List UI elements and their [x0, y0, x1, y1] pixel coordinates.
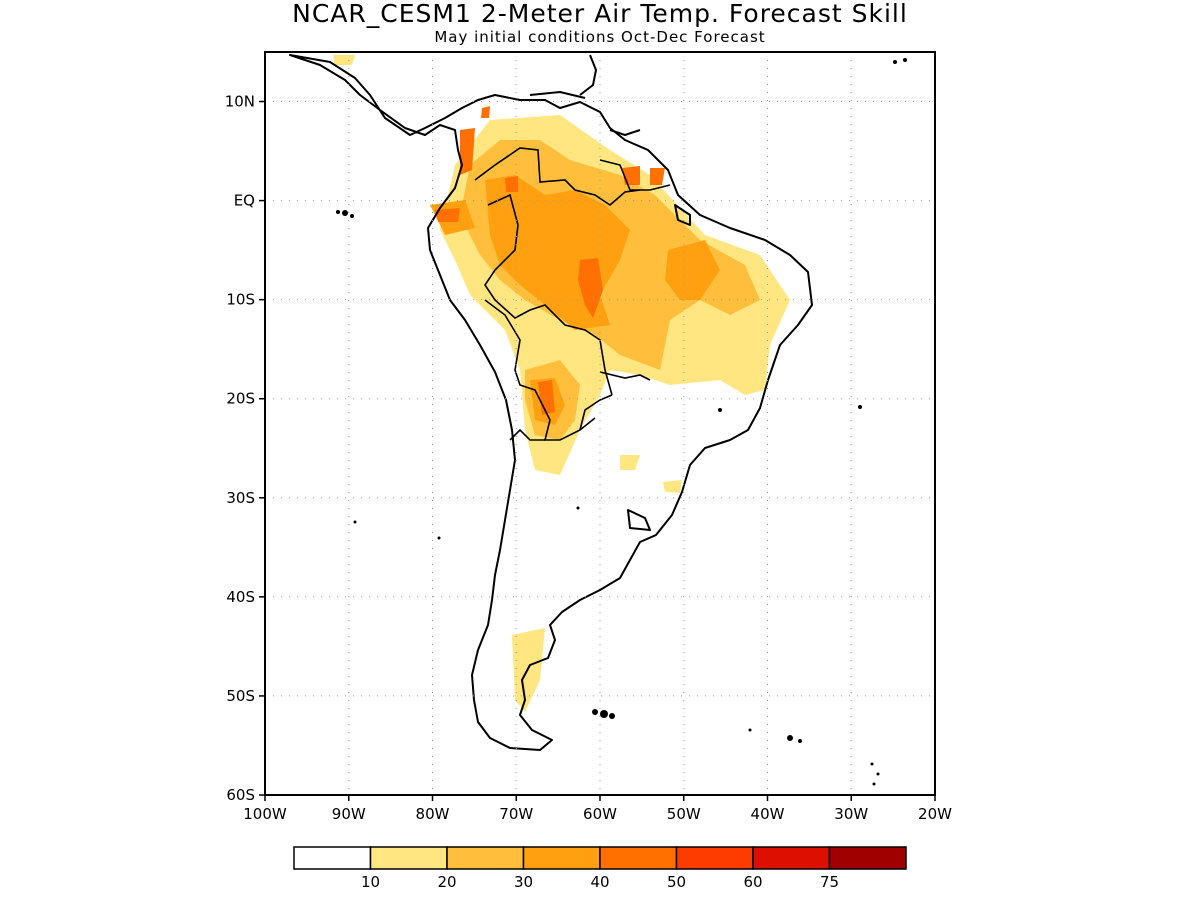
chart-subtitle: May initial conditions Oct-Dec Forecast [434, 28, 766, 46]
x-tick-label: 70W [499, 805, 533, 823]
legend-label: 50 [667, 873, 686, 891]
legend-label: 60 [743, 873, 762, 891]
legend-label: 75 [820, 873, 839, 891]
x-tick-label: 20W [918, 805, 952, 823]
x-tick-label: 60W [583, 805, 617, 823]
x-tick-label: 80W [416, 805, 450, 823]
islands [336, 58, 907, 786]
legend-swatch [522, 846, 601, 870]
legend-label: 40 [590, 873, 609, 891]
country-borders [474, 147, 671, 441]
color-legend: 10 20 30 40 50 60 75 [293, 846, 907, 891]
legend-label: 10 [361, 873, 380, 891]
x-tick-label: 100W [243, 805, 287, 823]
y-tick-label: 60S [226, 786, 255, 804]
legend-swatch [369, 846, 448, 870]
legend-label: 20 [437, 873, 456, 891]
x-tick-label: 40W [751, 805, 785, 823]
x-tick-label: 30W [834, 805, 868, 823]
legend-swatch [675, 846, 754, 870]
y-tick-label: 20S [226, 390, 255, 408]
legend-label: 30 [514, 873, 533, 891]
y-tick-label: EQ [234, 192, 255, 210]
legend-swatch [752, 846, 831, 870]
x-tick-label: 50W [667, 805, 701, 823]
y-tick-label: 10S [226, 291, 255, 309]
y-tick-label: 50S [226, 687, 255, 705]
legend-swatch [293, 846, 372, 870]
y-tick-label: 40S [226, 588, 255, 606]
coastline [289, 54, 813, 751]
skill-shading [333, 55, 790, 712]
y-tick-label: 10N [225, 93, 255, 111]
x-tick-label: 90W [332, 805, 366, 823]
legend-swatch [828, 846, 907, 870]
y-tick-label: 30S [226, 489, 255, 507]
chart-title: NCAR_CESM1 2-Meter Air Temp. Forecast Sk… [292, 0, 908, 28]
legend-swatch [446, 846, 525, 870]
legend-swatch [599, 846, 678, 870]
